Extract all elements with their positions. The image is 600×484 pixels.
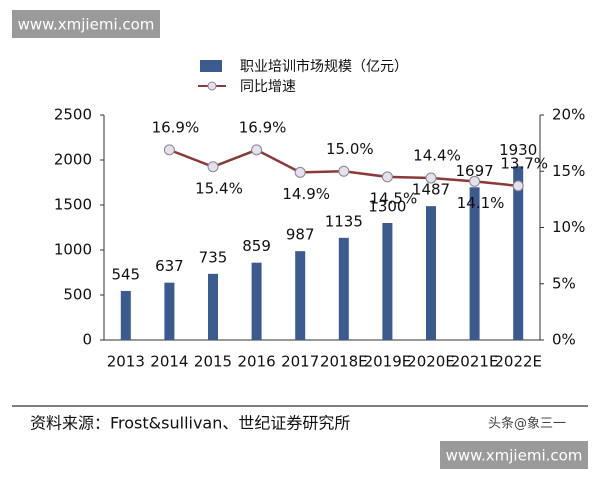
x-tick-label: 2015 <box>194 353 232 371</box>
x-tick-label: 2020E <box>407 353 455 371</box>
bar <box>208 273 218 340</box>
value-label: 16.9% <box>152 118 200 136</box>
marker <box>381 171 393 183</box>
bar-label: 859 <box>242 237 271 255</box>
value-label: 14.5% <box>370 189 418 207</box>
legend-label: 职业培训市场规模（亿元） <box>240 58 408 75</box>
x-tick-label: 2018E <box>320 353 368 371</box>
watermark-box <box>12 10 160 38</box>
x-tick-label: 2017 <box>281 353 319 371</box>
value-label: 14.4% <box>413 147 461 165</box>
legend-swatch <box>200 60 222 72</box>
value-label: 13.7% <box>500 154 548 172</box>
x-tick-label: 2016 <box>238 353 276 371</box>
bar-label: 545 <box>111 265 140 283</box>
bar-label: 1487 <box>412 181 450 199</box>
y-tick-label: 2000 <box>54 151 92 169</box>
value-label: 15.0% <box>326 140 374 158</box>
y-tick-label: 1500 <box>54 196 92 214</box>
marker <box>294 166 306 178</box>
bar <box>513 166 524 340</box>
bar-label: 987 <box>286 226 315 244</box>
y-tick-label: 2500 <box>54 106 92 124</box>
bar <box>469 187 480 340</box>
value-label: 14.1% <box>457 194 505 212</box>
credit: 头条@象三一 <box>488 416 566 432</box>
bar-label: 1135 <box>325 212 363 230</box>
bar <box>164 282 175 340</box>
marker <box>163 144 175 156</box>
marker <box>338 165 350 177</box>
marker <box>469 175 481 187</box>
marker <box>207 161 219 173</box>
source: 资料来源：Frost&sullivan、世纪证券研究所 <box>30 414 350 433</box>
value-label: 15.4% <box>195 179 243 197</box>
value-label: 16.9% <box>239 118 287 136</box>
value-label: 14.9% <box>282 185 330 203</box>
bar <box>295 251 306 340</box>
y2-tick-label: 0% <box>552 331 576 349</box>
marker <box>425 172 437 184</box>
watermark: www.xmjiemi.com <box>18 16 155 34</box>
x-tick-label: 2019E <box>364 353 412 371</box>
bar <box>426 206 436 340</box>
y-tick-label: 0 <box>82 331 92 349</box>
x-tick-label: 2022E <box>494 353 542 371</box>
y2-tick-label: 20% <box>552 106 585 124</box>
bar-label: 735 <box>199 248 228 266</box>
x-tick-label: 2014 <box>150 353 188 371</box>
x-tick-label: 2013 <box>107 353 145 371</box>
bar-label: 1300 <box>368 198 406 216</box>
watermark-box <box>440 441 588 469</box>
y2-tick-label: 5% <box>552 274 576 292</box>
legend-label: 同比增速 <box>240 79 296 95</box>
bar <box>382 223 393 340</box>
bar-label: 1930 <box>499 141 537 159</box>
legend-swatch <box>207 81 217 91</box>
x-tick-label: 2021E <box>451 353 499 371</box>
watermark: www.xmjiemi.com <box>446 447 583 465</box>
bar-label: 637 <box>155 257 184 275</box>
bar <box>251 262 262 340</box>
y2-tick-label: 15% <box>552 162 585 180</box>
marker <box>512 180 524 192</box>
marker <box>251 144 263 156</box>
bar <box>338 237 349 340</box>
bar <box>120 290 131 340</box>
y2-tick-label: 10% <box>552 218 585 236</box>
y-tick-label: 1000 <box>54 241 92 259</box>
bar-label: 1697 <box>456 162 494 180</box>
y-tick-label: 500 <box>63 286 92 304</box>
